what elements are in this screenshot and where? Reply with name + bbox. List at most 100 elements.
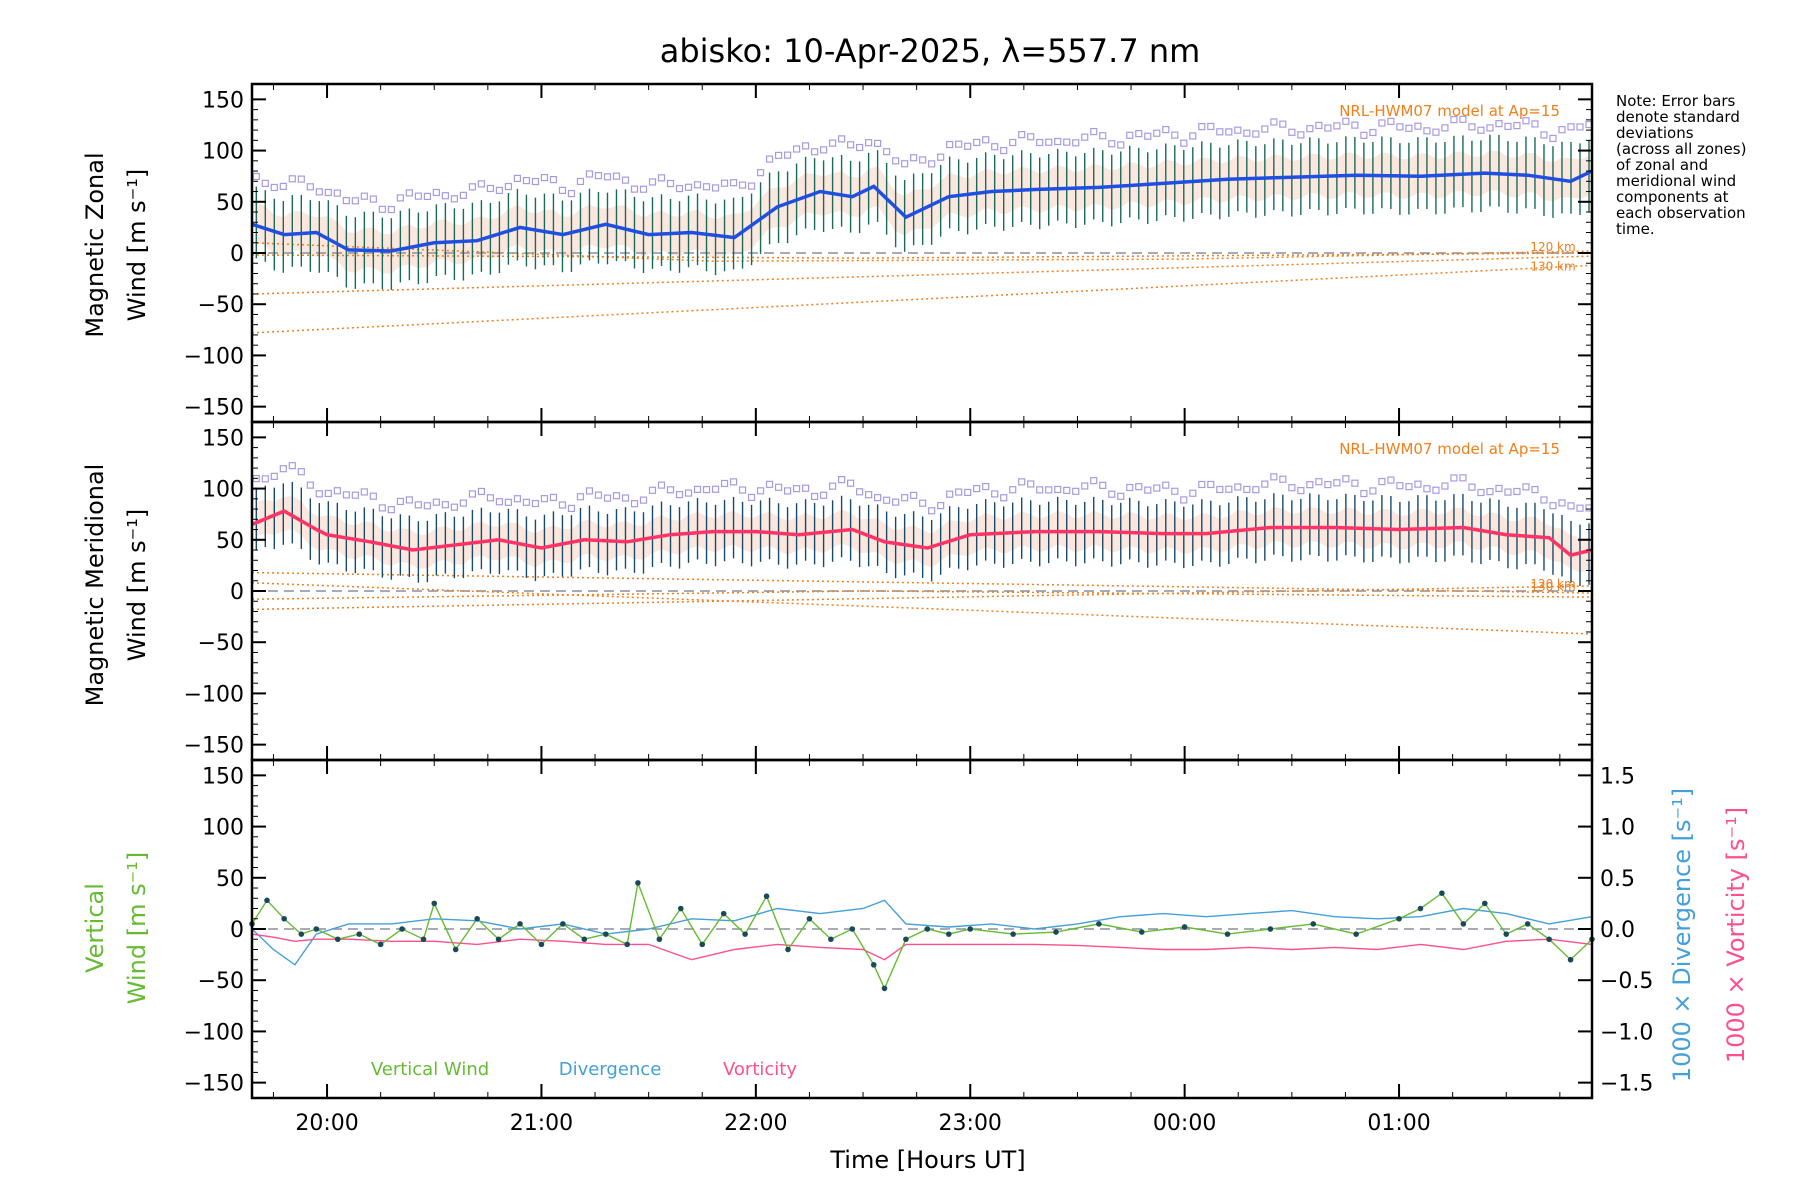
outlier-marker <box>1441 482 1449 490</box>
vertical-wind-point <box>656 936 663 943</box>
outlier-marker <box>657 174 666 182</box>
right-axis-tick-label: 0.0 <box>1600 918 1635 943</box>
outlier-marker <box>982 136 990 144</box>
zonal-panel: 120 km 130 km NRL-HWM07 model at Ap=15 150 1… <box>184 82 1594 424</box>
outlier-marker <box>792 485 801 493</box>
y-axis-tick-label: 50 <box>216 529 244 554</box>
vertical-wind-point <box>581 936 588 943</box>
vertical-wind-point <box>420 936 427 943</box>
outlier-marker <box>991 490 999 498</box>
outlier-marker <box>1378 119 1386 127</box>
vertical-ylabel-line1: Vertical <box>81 883 109 973</box>
outlier-marker <box>486 184 495 193</box>
outlier-marker <box>675 184 684 193</box>
outlier-marker <box>856 488 864 496</box>
vertical-wind-point <box>517 921 523 927</box>
vertical-wind-point <box>1181 924 1188 930</box>
right-axis-tick-label: −0.5 <box>1600 969 1653 994</box>
divergence-ylabel: 1000 × Divergence [s⁻¹] <box>1668 788 1696 1082</box>
outlier-marker <box>1477 126 1485 134</box>
vertical-wind-point <box>924 926 931 932</box>
outlier-marker <box>828 139 837 147</box>
outlier-marker <box>874 139 882 147</box>
vertical-ylabel: Vertical Wind [m s⁻¹] <box>81 852 151 1004</box>
outlier-marker <box>432 188 440 197</box>
outlier-marker <box>1126 483 1134 492</box>
outlier-marker <box>549 176 558 184</box>
outlier-marker <box>847 141 855 149</box>
outlier-marker <box>892 498 900 506</box>
note-line: denote standard <box>1616 108 1740 126</box>
outlier-marker <box>928 507 936 515</box>
outlier-marker <box>1576 123 1584 131</box>
outlier-marker <box>1558 499 1566 507</box>
outlier-marker <box>1306 481 1314 489</box>
model-label: NRL-HWM07 model at Ap=15 <box>1339 102 1560 120</box>
outlier-marker <box>973 484 981 493</box>
outlier-marker <box>441 501 449 509</box>
outlier-marker <box>378 205 386 213</box>
outlier-marker <box>387 205 395 214</box>
outlier-marker <box>1396 123 1404 131</box>
outlier-marker <box>1180 139 1188 147</box>
zonal-ylabel-line2: Wind [m s⁻¹] <box>123 169 151 321</box>
vertical-wind-point <box>264 897 270 904</box>
outlier-marker <box>1378 477 1386 486</box>
panel-frame <box>250 758 1594 1100</box>
meridional-ylabel-line1: Magnetic Meridional <box>81 464 109 707</box>
vertical-wind-point <box>1310 921 1317 927</box>
outlier-marker <box>1072 139 1080 147</box>
outlier-marker <box>270 472 278 480</box>
y-axis-tick-label: −50 <box>198 631 244 656</box>
vertical-wind-point <box>849 926 856 932</box>
outlier-marker <box>342 491 350 499</box>
outlier-marker <box>946 490 954 498</box>
outlier-marker <box>1261 125 1269 133</box>
meridional-ylabel-line2: Wind [m s⁻¹] <box>123 509 151 661</box>
outlier-marker <box>1495 120 1503 128</box>
vorticity-line <box>251 933 1593 961</box>
y-axis-tick-label: 100 <box>202 140 244 165</box>
outlier-marker <box>252 172 260 181</box>
outlier-marker <box>603 173 612 181</box>
vertical-wind-point <box>1267 926 1274 932</box>
outlier-marker <box>901 494 909 502</box>
outlier-marker <box>594 491 603 499</box>
outlier-marker <box>1117 492 1125 500</box>
outlier-marker <box>729 478 738 486</box>
outlier-marker <box>540 173 549 182</box>
outlier-marker <box>450 503 458 511</box>
outlier-marker <box>783 487 792 495</box>
outlier-marker <box>396 194 404 202</box>
model-altitude-label: 130 km <box>1530 580 1575 594</box>
outlier-marker <box>657 481 666 489</box>
y-axis-tick-label: 50 <box>216 867 244 892</box>
outlier-marker <box>1333 122 1341 130</box>
outlier-marker <box>765 155 774 163</box>
outlier-marker <box>1576 504 1584 512</box>
outlier-marker <box>765 480 774 488</box>
vertical-wind-point <box>356 931 363 937</box>
vertical-wind-point <box>1503 931 1510 937</box>
outlier-marker <box>342 197 350 205</box>
outlier-marker <box>1504 488 1512 496</box>
vertical-wind-point <box>1482 900 1488 907</box>
outlier-marker <box>441 192 449 200</box>
y-axis-tick-label: −50 <box>198 293 244 318</box>
vertical-wind-point <box>334 936 341 943</box>
right-axis-tick-label: −1.5 <box>1600 1072 1653 1097</box>
vertical-wind-point <box>1439 890 1445 896</box>
outlier-marker <box>396 497 404 506</box>
outlier-marker <box>1180 496 1188 504</box>
outlier-marker <box>1090 127 1098 136</box>
vertical-wind-point <box>1138 929 1145 935</box>
outlier-marker <box>1558 126 1566 134</box>
outlier-marker <box>774 151 783 160</box>
vertical-wind-point <box>399 926 405 932</box>
chart-title: abisko: 10-Apr-2025, λ=557.7 nm <box>660 32 1201 70</box>
outlier-marker <box>928 160 936 168</box>
y-axis-tick-label: −100 <box>184 682 244 707</box>
